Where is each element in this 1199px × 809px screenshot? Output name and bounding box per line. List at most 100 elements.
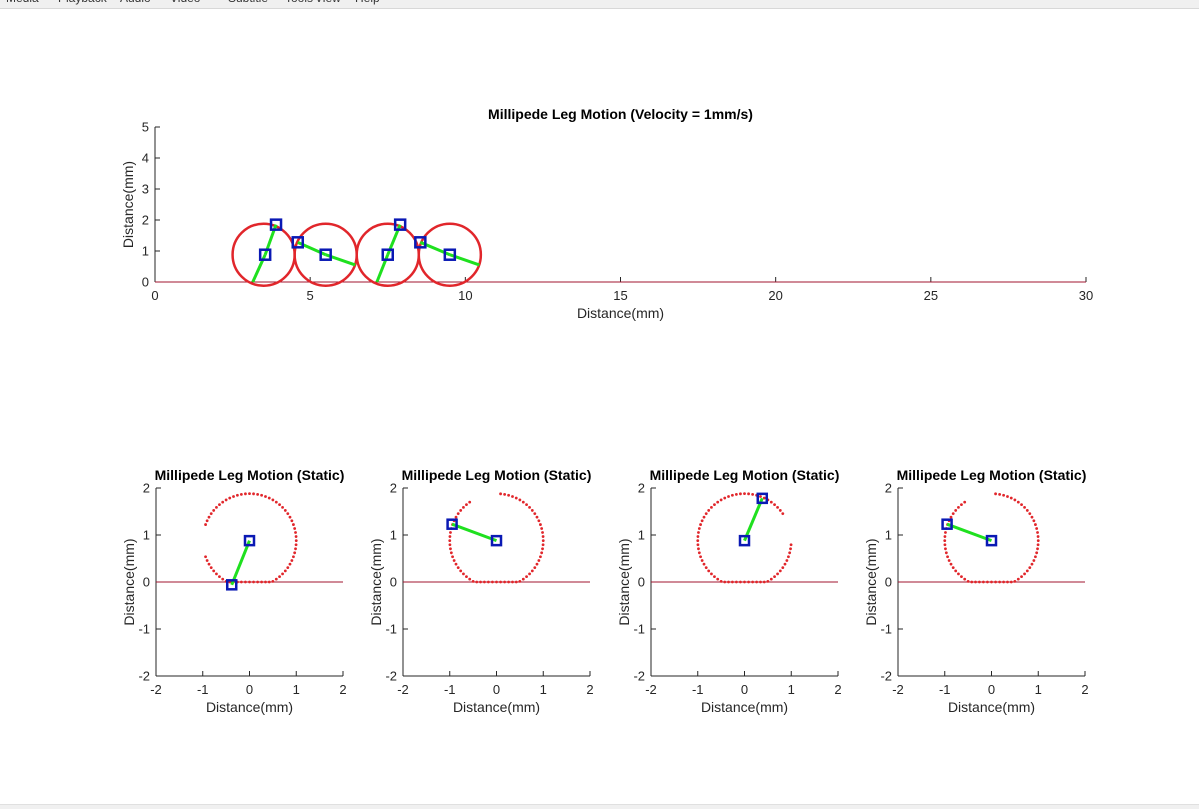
- y-tick-label: 0: [142, 275, 149, 290]
- trajectory-point: [1030, 562, 1034, 566]
- menu-item-video[interactable]: Video: [170, 0, 200, 5]
- x-tick-label: -2: [150, 682, 162, 697]
- status-bar: [0, 804, 1199, 809]
- trajectory-point: [218, 503, 221, 507]
- trajectory-point: [514, 496, 518, 500]
- trajectory-point: [537, 519, 541, 523]
- menu-item-subtitle[interactable]: Subtitle: [228, 0, 268, 5]
- x-tick-label: 2: [1081, 682, 1088, 697]
- trajectory-point: [1036, 535, 1040, 538]
- menu-item-view[interactable]: View: [315, 0, 341, 5]
- menu-item-help[interactable]: Help: [355, 0, 380, 5]
- x-axis-label: Distance(mm): [577, 305, 664, 321]
- menu-item-audio[interactable]: Audio: [120, 0, 151, 5]
- x-axis-label: Distance(mm): [206, 699, 293, 715]
- trajectory-point: [212, 509, 216, 512]
- trajectory-point: [256, 580, 260, 584]
- trajectory-point: [697, 531, 700, 534]
- menu-item-tools[interactable]: Tools: [285, 0, 313, 5]
- trajectory-point: [278, 503, 281, 507]
- trajectory-point: [294, 547, 297, 551]
- trajectory-point: [697, 527, 701, 530]
- trajectory-point: [998, 580, 1002, 584]
- joint-marker: [985, 534, 998, 547]
- y-tick-label: 0: [143, 575, 150, 590]
- trajectory-point: [723, 580, 727, 584]
- trajectory-point: [747, 580, 750, 584]
- joint-marker: [269, 218, 283, 231]
- trajectory-point: [716, 577, 720, 581]
- trajectory-point: [236, 493, 239, 497]
- x-tick-label: 2: [339, 682, 346, 697]
- trajectory-point: [530, 569, 534, 573]
- y-tick-label: -1: [880, 622, 892, 637]
- x-tick-label: 2: [834, 682, 841, 697]
- trajectory-point: [751, 492, 755, 496]
- trajectory-point: [541, 531, 544, 534]
- trajectory-point: [533, 512, 537, 516]
- trajectory-point: [769, 577, 773, 581]
- joint-marker: [446, 518, 458, 530]
- trajectory-point: [283, 569, 287, 573]
- trajectory-point: [507, 493, 510, 497]
- trajectory-point: [499, 492, 502, 496]
- trajectory-point: [541, 547, 544, 551]
- leg-segment: [451, 522, 498, 543]
- trajectory-point: [271, 579, 275, 583]
- trajectory-point: [947, 559, 951, 562]
- trajectory-point: [528, 506, 531, 509]
- y-tick-label: -2: [880, 669, 892, 684]
- trajectory-point: [1016, 577, 1020, 581]
- trajectory-point: [244, 492, 247, 496]
- trajectory-point: [244, 580, 247, 584]
- trajectory-point: [205, 559, 209, 562]
- x-axis-label: Distance(mm): [453, 699, 540, 715]
- menu-item-playback[interactable]: Playback: [58, 0, 107, 5]
- y-tick-label: 1: [390, 528, 397, 543]
- trajectory-point: [278, 575, 281, 579]
- trajectory-point: [288, 515, 292, 519]
- trajectory-point: [702, 515, 706, 519]
- trajectory-point: [1036, 539, 1040, 543]
- trajectory-point: [697, 551, 701, 555]
- y-tick-label: -1: [138, 622, 150, 637]
- joint-marker: [291, 236, 305, 249]
- trajectory-point: [1002, 493, 1005, 497]
- trajectory-point: [252, 492, 255, 496]
- trajectory-point: [459, 509, 463, 512]
- trajectory-point: [781, 566, 785, 569]
- chart-title: Millipede Leg Motion (Static): [897, 467, 1087, 483]
- trajectory-point: [747, 492, 750, 496]
- trajectory-point: [207, 562, 211, 566]
- trajectory-point: [731, 493, 734, 497]
- trajectory-point: [221, 500, 225, 504]
- trajectory-point: [1002, 580, 1005, 584]
- trajectory-point: [252, 580, 255, 584]
- trajectory-point: [541, 535, 545, 538]
- trajectory-point: [739, 492, 742, 496]
- y-tick-label: 2: [390, 481, 397, 496]
- trajectory-point: [256, 492, 260, 496]
- trajectory-point: [475, 580, 479, 584]
- trajectory-point: [949, 562, 953, 566]
- trajectory-point: [960, 503, 963, 507]
- trajectory-point: [1035, 527, 1039, 530]
- trajectory-point: [293, 527, 297, 530]
- trajectory-point: [704, 512, 708, 516]
- menu-item-media[interactable]: Media: [6, 0, 39, 5]
- trajectory-point: [209, 512, 213, 516]
- trajectory-point: [471, 579, 475, 583]
- chart-title: Millipede Leg Motion (Velocity = 1mm/s): [488, 106, 753, 122]
- trajectory-point: [537, 559, 541, 562]
- trajectory-point: [759, 580, 762, 584]
- trajectory-point: [1006, 580, 1009, 584]
- y-tick-label: -1: [633, 622, 645, 637]
- trajectory-point: [215, 506, 218, 509]
- y-axis-label: Distance(mm): [616, 538, 632, 625]
- trajectory-point: [468, 577, 472, 581]
- x-tick-label: -1: [444, 682, 456, 697]
- trajectory-point: [954, 569, 958, 573]
- trajectory-point: [260, 493, 263, 497]
- trajectory-point: [281, 506, 284, 509]
